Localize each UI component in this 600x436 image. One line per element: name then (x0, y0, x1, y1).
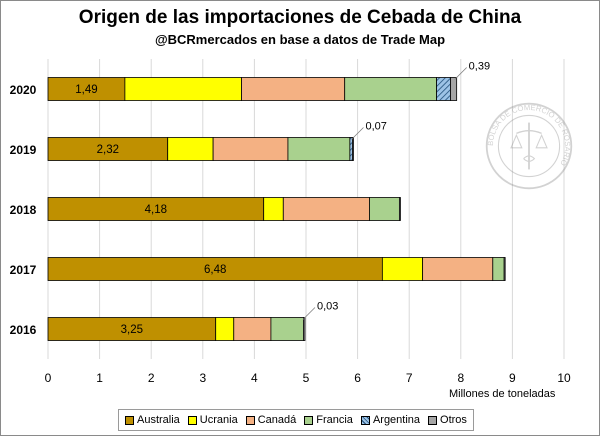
data-label: 3,25 (121, 324, 143, 336)
legend-label: Ucrania (199, 414, 238, 426)
callout-label: 0,39 (469, 61, 490, 73)
legend-swatch (304, 415, 314, 425)
y-category-label: 2017 (10, 263, 37, 277)
bcr-seal-logo: BOLSA DE COMERCIO DE ROSARIO (485, 102, 573, 190)
bar-segment-francia (344, 77, 437, 101)
bar-segment-otros (503, 257, 506, 281)
legend-item: Ucrania (187, 414, 238, 426)
bar-segment-otros (303, 317, 306, 341)
bar-segment-ucrania (215, 317, 235, 341)
bar-segment-ucrania (167, 137, 214, 161)
bar-segment-otros (352, 137, 354, 161)
bar-segment-otros (450, 77, 458, 101)
legend-label: Canadá (257, 414, 297, 426)
legend-label: Argentina (372, 414, 421, 426)
bar-segment-canadá (212, 137, 289, 161)
legend-item: Argentina (360, 414, 421, 426)
legend-label: Francia (316, 414, 353, 426)
x-tick-label: 1 (96, 371, 103, 385)
bar-segment-ucrania (263, 197, 284, 221)
chart-subtitle: @BCRmercados en base a datos de Trade Ma… (154, 32, 446, 47)
x-axis-label: Millones de toneladas (449, 388, 556, 400)
bar-segment-francia (492, 257, 505, 281)
legend-label: Australia (137, 414, 180, 426)
legend-swatch (187, 415, 197, 425)
y-category-label: 2016 (10, 323, 37, 337)
y-category-label: 2018 (10, 203, 37, 217)
legend-item: Australia (125, 414, 180, 426)
legend-swatch (245, 415, 255, 425)
x-tick-label: 2 (148, 371, 155, 385)
bar-segment-francia (287, 137, 351, 161)
bar-segment-canadá (422, 257, 494, 281)
callout-leader (302, 307, 316, 320)
bar-segment-francia (270, 317, 304, 341)
bar-segment-canadá (282, 197, 370, 221)
bar-segment-otros (398, 197, 401, 221)
legend-swatch (428, 415, 438, 425)
x-tick-label: 7 (406, 371, 413, 385)
legend-swatch (125, 415, 134, 425)
callout-label: 0,07 (365, 121, 386, 133)
x-tick-label: 8 (457, 371, 464, 385)
data-label: 1,49 (75, 84, 97, 96)
x-tick-label: 6 (354, 371, 361, 385)
bar-segment-ucrania (124, 77, 242, 101)
x-tick-label: 0 (45, 371, 52, 385)
bar-segment-francia (369, 197, 400, 221)
y-category-label: 2019 (10, 143, 37, 157)
x-tick-label: 4 (251, 371, 258, 385)
y-category-label: 2020 (10, 83, 37, 97)
callout-leader (351, 127, 364, 140)
data-label: 2,32 (97, 144, 119, 156)
chart-legend: Australia Ucrania Canadá Francia Argentina Ot… (118, 409, 474, 431)
bar-segment-canadá (233, 317, 272, 341)
x-tick-label: 9 (509, 371, 516, 385)
bar-segment-argentina (436, 77, 451, 101)
legend-item: Otros (428, 414, 467, 426)
chart-title: Origen de las importaciones de Cebada de… (78, 7, 522, 28)
x-tick-label: 5 (303, 371, 310, 385)
callout-label: 0,03 (317, 301, 338, 313)
legend-swatch (360, 415, 370, 425)
bar-segment-canadá (241, 77, 346, 101)
x-tick-label: 10 (557, 371, 571, 385)
data-label: 6,48 (204, 264, 226, 276)
data-label: 4,18 (145, 204, 167, 216)
legend-label: Otros (440, 414, 467, 426)
legend-item: Francia (304, 414, 353, 426)
callout-leader (454, 67, 467, 80)
bar-segment-ucrania (381, 257, 424, 281)
legend-item: Canadá (245, 414, 297, 426)
x-tick-label: 3 (199, 371, 206, 385)
